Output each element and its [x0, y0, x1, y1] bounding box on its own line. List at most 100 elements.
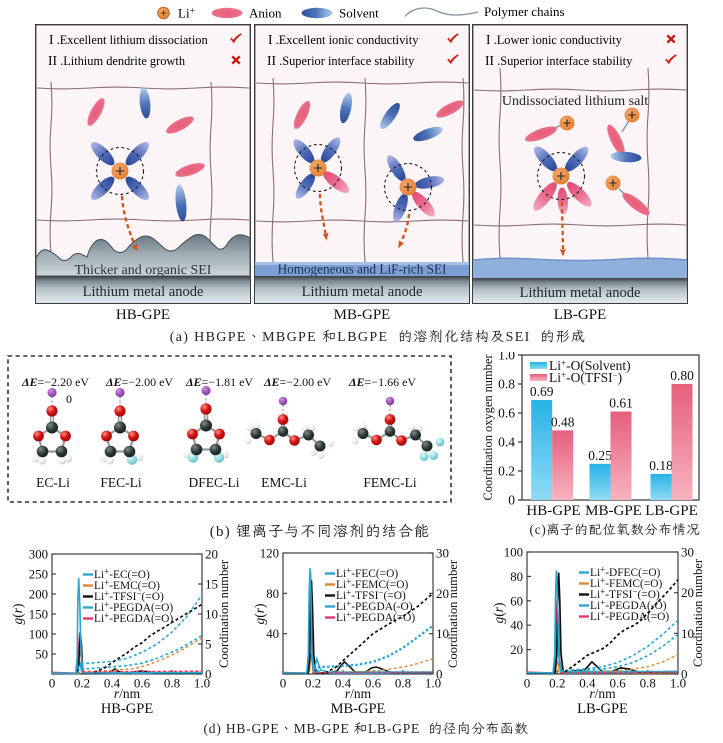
svg-text:LB-GPE: LB-GPE — [368, 721, 420, 736]
svg-text:Li+-FEMC(=O): Li+-FEMC(=O) — [336, 577, 408, 592]
svg-text:Li+-PEGDA(=O): Li+-PEGDA(=O) — [94, 611, 173, 626]
svg-text:1.0: 1.0 — [670, 676, 686, 691]
svg-text:II .Lithium dendrite growth: II .Lithium dendrite growth — [48, 53, 186, 68]
svg-text:Undissociated lithium salt: Undissociated lithium salt — [502, 94, 648, 109]
svg-text:250: 250 — [29, 568, 48, 582]
svg-text:Li+-TFSI−(=O): Li+-TFSI−(=O) — [590, 587, 660, 602]
svg-text:MB-GPE: MB-GPE — [585, 503, 642, 519]
svg-text:MBGPE: MBGPE — [262, 330, 317, 345]
svg-text:ΔE=−2.00 eV: ΔE=−2.00 eV — [105, 375, 173, 389]
svg-text:0.2: 0.2 — [549, 676, 565, 691]
svg-text:0.8: 0.8 — [395, 676, 411, 691]
svg-text:20: 20 — [436, 586, 449, 601]
svg-text:50: 50 — [35, 648, 48, 662]
svg-text:120: 120 — [260, 547, 279, 561]
svg-text:I .Lower ionic conductivity: I .Lower ionic conductivity — [486, 32, 623, 47]
svg-text:0.18: 0.18 — [649, 458, 673, 473]
svg-text:0: 0 — [508, 493, 515, 508]
svg-text:15: 15 — [205, 577, 218, 592]
svg-text:80: 80 — [510, 570, 523, 584]
svg-text:r/nm: r/nm — [345, 686, 372, 701]
svg-text:200: 200 — [29, 588, 48, 602]
svg-text:Li+-PEGDA(=O): Li+-PEGDA(=O) — [94, 600, 173, 615]
svg-text:0.8: 0.8 — [640, 676, 656, 691]
svg-text:150: 150 — [29, 608, 48, 622]
svg-text:(a) HBGPE: (a) HBGPE — [170, 330, 247, 345]
svg-text:g(r): g(r) — [10, 603, 25, 624]
svg-text:Li+-FEC(=O): Li+-FEC(=O) — [336, 566, 398, 581]
svg-text:Coordination number: Coordination number — [691, 558, 705, 667]
svg-text:0: 0 — [205, 667, 212, 682]
svg-text:0: 0 — [436, 667, 443, 682]
svg-text:LB-GPE: LB-GPE — [554, 307, 607, 323]
svg-text:(b): (b) — [210, 524, 231, 540]
svg-text:0: 0 — [681, 667, 688, 682]
svg-text:0.8: 0.8 — [164, 676, 180, 691]
svg-text:20: 20 — [205, 547, 218, 562]
svg-text:I .Excellent lithium dissociat: I .Excellent lithium dissociation — [49, 32, 208, 47]
svg-text:0.6: 0.6 — [134, 676, 151, 691]
svg-text:40: 40 — [510, 619, 523, 633]
svg-text:0.8: 0.8 — [498, 377, 515, 392]
svg-text:0.25: 0.25 — [588, 448, 612, 463]
svg-text:0.4: 0.4 — [498, 435, 515, 450]
svg-text:0: 0 — [49, 676, 56, 691]
svg-text:Solvent: Solvent — [339, 6, 379, 21]
svg-text:0.48: 0.48 — [551, 414, 575, 429]
svg-text:LB-GPE: LB-GPE — [577, 701, 628, 717]
svg-text:0: 0 — [280, 676, 287, 691]
svg-text:Li+-PEGDA(=O): Li+-PEGDA(=O) — [590, 609, 669, 624]
svg-text:0.6: 0.6 — [365, 676, 382, 691]
svg-text:300: 300 — [29, 548, 48, 562]
svg-text:0.4: 0.4 — [579, 676, 596, 691]
svg-text:1.0: 1.0 — [194, 676, 210, 691]
svg-text:FEC-Li: FEC-Li — [100, 475, 142, 490]
svg-text:MB-GPE: MB-GPE — [334, 307, 391, 323]
svg-text:II .Superior interface stabili: II .Superior interface stability — [485, 53, 633, 68]
svg-text:5: 5 — [205, 637, 212, 652]
svg-text:MB-GPE: MB-GPE — [331, 701, 386, 717]
svg-text:0: 0 — [66, 392, 72, 406]
svg-text:10: 10 — [436, 626, 449, 641]
svg-text:II .Superior interface stabili: II .Superior interface stability — [267, 53, 415, 68]
svg-text:Li+-DFEC(=O): Li+-DFEC(=O) — [590, 565, 661, 580]
svg-text:0.2: 0.2 — [498, 464, 515, 479]
svg-text:r/nm: r/nm — [589, 686, 616, 701]
svg-text:DFEC-Li: DFEC-Li — [188, 475, 239, 490]
svg-text:Li+-PEGDA(-O): Li+-PEGDA(-O) — [336, 599, 413, 614]
svg-text:EMC-Li: EMC-Li — [261, 475, 307, 490]
svg-text:HB-GPE: HB-GPE — [116, 307, 170, 323]
svg-text:g(r): g(r) — [491, 602, 506, 623]
svg-text:1.0: 1.0 — [498, 352, 515, 363]
svg-text:Li+-TFSI−(=O): Li+-TFSI−(=O) — [94, 589, 164, 604]
svg-text:0.69: 0.69 — [530, 384, 554, 399]
svg-text:100: 100 — [29, 628, 48, 642]
svg-text:Lithium metal anode: Lithium metal anode — [83, 284, 204, 300]
svg-text:0.2: 0.2 — [74, 676, 90, 691]
svg-text:Li+-TFSI−(=O): Li+-TFSI−(=O) — [336, 588, 406, 603]
svg-text:Polymer chains: Polymer chains — [484, 4, 565, 19]
svg-text:SEI: SEI — [506, 330, 531, 345]
svg-text:Li+-O(Solvent): Li+-O(Solvent) — [549, 358, 631, 373]
svg-text:FEMC-Li: FEMC-Li — [363, 475, 417, 490]
svg-text:Thicker and organic SEI: Thicker and organic SEI — [75, 263, 212, 278]
svg-text:20: 20 — [510, 643, 523, 657]
svg-text:LB-GPE: LB-GPE — [645, 503, 698, 519]
svg-text:Lithium metal anode: Lithium metal anode — [302, 284, 423, 300]
svg-text:Li+-PEGDA(-O): Li+-PEGDA(-O) — [590, 598, 667, 613]
svg-text:0.6: 0.6 — [498, 406, 515, 421]
svg-text:EC-Li: EC-Li — [36, 475, 70, 490]
svg-text:Li+-O(TFSI−): Li+-O(TFSI−) — [549, 370, 622, 385]
svg-text:30: 30 — [436, 546, 449, 561]
svg-text:Coordination number: Coordination number — [446, 559, 460, 668]
svg-text:0.80: 0.80 — [670, 368, 694, 383]
svg-text:I .Excellent ionic conductivit: I .Excellent ionic conductivity — [268, 32, 419, 47]
svg-text:0.61: 0.61 — [609, 396, 633, 411]
svg-text:Li+-EMC(=O): Li+-EMC(=O) — [94, 578, 160, 593]
svg-text:10: 10 — [205, 607, 218, 622]
svg-text:Li+-PEGDA(=O): Li+-PEGDA(=O) — [336, 610, 415, 625]
svg-text:100: 100 — [504, 546, 523, 560]
svg-text:LBGPE: LBGPE — [337, 330, 388, 345]
svg-text:80: 80 — [266, 587, 279, 601]
svg-text:ΔE=−1.66 eV: ΔE=−1.66 eV — [348, 375, 416, 389]
